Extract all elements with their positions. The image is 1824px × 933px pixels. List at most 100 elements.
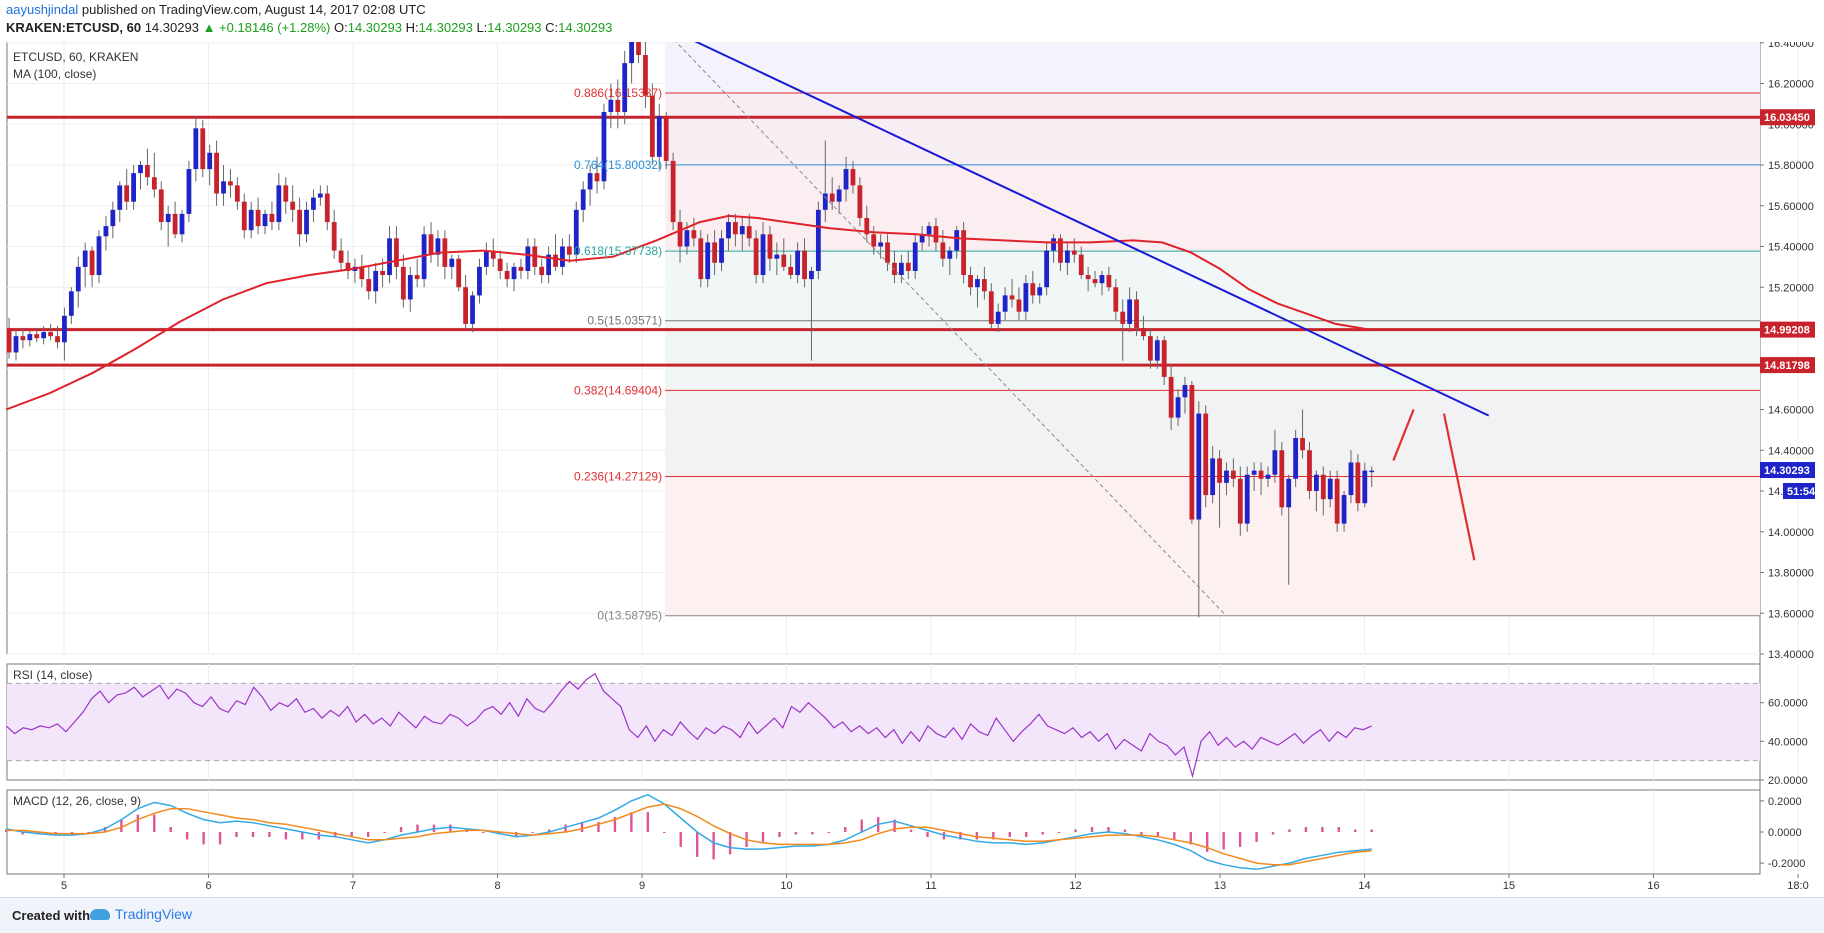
macd-histogram-bar <box>1041 832 1044 835</box>
candle-body <box>753 238 759 276</box>
candle-body <box>456 258 462 288</box>
macd-histogram-bar <box>1238 832 1242 847</box>
price-tag <box>1760 109 1815 126</box>
fib-level-label: 0.236(14.27129) <box>574 469 662 483</box>
rsi-tick-label: 40.0000 <box>1768 736 1808 748</box>
fib-zone <box>665 320 1760 391</box>
macd-histogram-bar <box>1140 832 1143 835</box>
macd-histogram-bar <box>1057 832 1061 833</box>
time-tick-label: 15 <box>1503 880 1515 892</box>
candle-body <box>1106 275 1112 288</box>
candle-body <box>1154 340 1160 361</box>
candle-body <box>13 336 19 353</box>
candle-body <box>228 181 233 186</box>
macd-histogram-bar <box>926 832 929 837</box>
candle-body <box>366 279 372 292</box>
candle-body <box>1078 254 1084 276</box>
price-axis-bg <box>1760 42 1820 874</box>
candle-body <box>995 311 1001 324</box>
candle-body <box>421 234 427 280</box>
candle-body <box>483 250 489 267</box>
macd-line <box>6 793 1372 871</box>
macd-histogram-bar <box>679 832 682 847</box>
macd-histogram-bar <box>1123 829 1127 832</box>
macd-histogram-bar <box>893 819 896 832</box>
candle-body <box>926 226 932 235</box>
price-change-value: +0.18146 (+1.28%) <box>219 20 331 35</box>
chart-area[interactable]: 16.6000016.4000016.2000016.0000015.80000… <box>0 42 1824 897</box>
candle-body <box>940 242 946 259</box>
macd-histogram-bar <box>482 832 485 833</box>
tradingview-logo[interactable]: TradingView <box>90 906 192 922</box>
price-tag-label: 14.99208 <box>1764 325 1810 337</box>
candle-body <box>629 42 635 64</box>
time-tick-label: 12 <box>1069 880 1081 892</box>
macd-histogram-bar <box>515 832 518 837</box>
candle-body <box>622 63 628 113</box>
candle-body <box>857 185 863 218</box>
author-link[interactable]: aayushjindal <box>6 2 79 17</box>
macd-histogram-bar <box>794 832 798 835</box>
close-label: C: <box>545 20 559 35</box>
candle-body <box>615 99 621 113</box>
macd-histogram-bar <box>630 812 633 832</box>
candle-body <box>1217 458 1222 483</box>
macd-histogram-bar <box>992 832 995 840</box>
candle-body <box>68 291 74 316</box>
macd-histogram-bar <box>564 824 567 832</box>
macd-histogram-bar <box>597 822 600 832</box>
candle-body <box>1002 295 1008 312</box>
candle-body <box>117 185 123 210</box>
time-tick-label: 13 <box>1214 880 1226 892</box>
candle-body <box>221 181 226 194</box>
candle-body <box>1175 397 1181 418</box>
candle-body <box>546 254 552 276</box>
macd-histogram-bar <box>761 832 765 842</box>
candle-body <box>815 209 821 271</box>
macd-histogram-bar <box>218 832 222 845</box>
candle-body <box>131 173 136 202</box>
price-tick-label: 15.80000 <box>1768 160 1814 172</box>
macd-histogram-bar <box>185 832 189 840</box>
price-tick-label: 13.60000 <box>1768 608 1814 620</box>
candle-body <box>670 160 676 223</box>
time-tick-label: 14 <box>1358 880 1370 892</box>
created-with-label: Created with <box>12 908 91 923</box>
candle-body <box>394 238 399 267</box>
macd-histogram-bar <box>1156 832 1160 837</box>
candle-body <box>663 116 669 161</box>
candle-body <box>34 334 40 339</box>
rsi-tick-label: 60.0000 <box>1768 698 1808 710</box>
candle-body <box>809 270 814 280</box>
candle-body <box>746 226 752 239</box>
candle-body <box>912 242 918 271</box>
candle-body <box>172 213 178 235</box>
rsi-label: RSI (14, close) <box>13 668 92 682</box>
candle-body <box>151 177 157 190</box>
candle-body <box>566 246 572 255</box>
candle-body <box>193 128 199 170</box>
candle-body <box>1300 438 1305 451</box>
candle-body <box>774 254 780 259</box>
macd-histogram-bar <box>301 832 304 840</box>
macd-histogram-bar <box>350 832 353 837</box>
candle-body <box>1362 470 1368 504</box>
candle-body <box>248 209 254 231</box>
candle-body <box>124 185 130 202</box>
price-tick-label: 15.60000 <box>1768 201 1814 213</box>
candle-body <box>954 230 960 251</box>
candle-body <box>1320 474 1326 500</box>
signal-line <box>6 803 1372 866</box>
candle-body <box>1023 283 1029 312</box>
macd-histogram-bar <box>1288 829 1291 832</box>
macd-histogram-bar <box>860 819 863 832</box>
macd-histogram-bar <box>1107 827 1110 832</box>
candle-body <box>878 242 884 247</box>
macd-tick-label: 0.2000 <box>1768 796 1802 808</box>
candle-body <box>1168 376 1174 418</box>
fib-level-label: 0.618(15.37738) <box>574 244 662 258</box>
candle-body <box>947 250 953 259</box>
candle-body <box>200 128 206 170</box>
candle-body <box>802 250 807 280</box>
price-tick-label: 15.40000 <box>1768 242 1814 254</box>
